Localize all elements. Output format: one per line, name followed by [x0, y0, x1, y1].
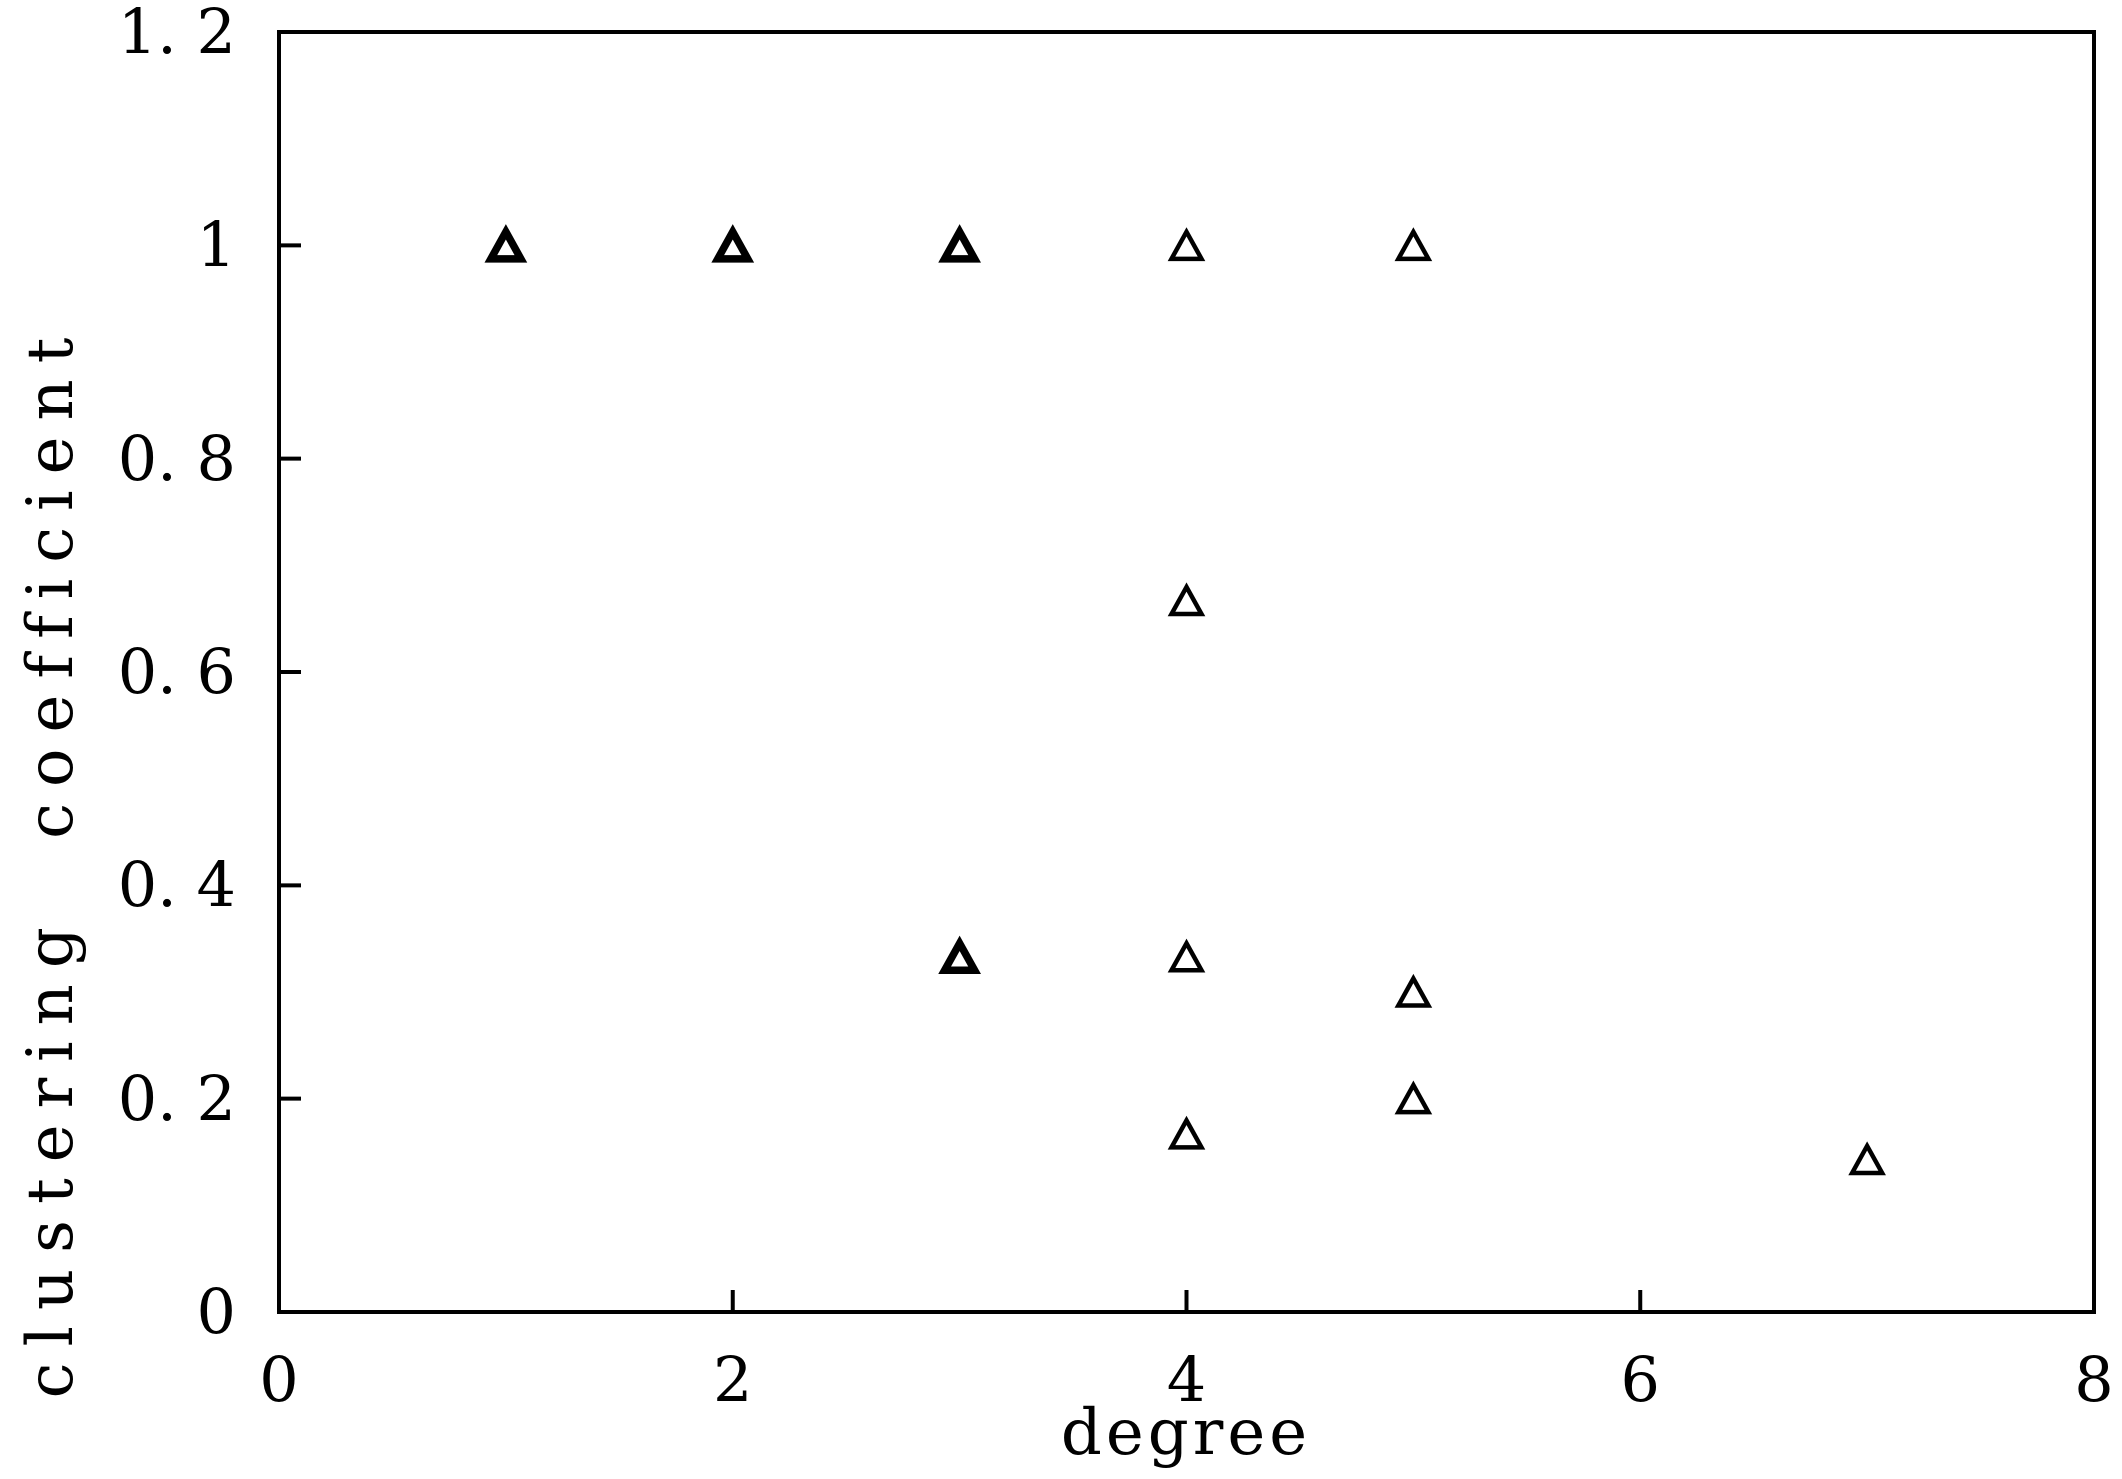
data-point-triangle	[1167, 1115, 1206, 1150]
data-point-triangle	[1167, 227, 1206, 262]
y-tick-label: 0. 2	[117, 1061, 236, 1135]
data-point-triangle	[1848, 1141, 1886, 1176]
x-tick-label: 2	[713, 1343, 753, 1416]
y-tick-label: 0	[196, 1275, 236, 1348]
x-tick-label: 4	[1166, 1343, 1207, 1416]
data-point-triangle	[938, 224, 981, 263]
y-tick-label: 1. 2	[117, 0, 236, 68]
y-tick-label: 1	[196, 208, 236, 282]
data-point-triangle	[1167, 582, 1206, 617]
data-point-triangle	[1394, 1080, 1433, 1115]
data-point-triangle	[1167, 938, 1206, 973]
x-tick-label: 0	[259, 1343, 299, 1416]
data-point-triangle	[1394, 227, 1433, 262]
data-point-triangle	[484, 224, 528, 263]
y-tick-label: 0. 4	[117, 848, 236, 922]
x-axis-title: degree	[1060, 1396, 1312, 1470]
data-point-triangle	[1394, 973, 1433, 1008]
y-tick-label: 0. 8	[117, 421, 236, 495]
x-tick-label: 6	[1620, 1343, 1660, 1416]
y-tick-label: 0. 6	[117, 635, 236, 708]
data-point-triangle	[711, 224, 755, 263]
x-tick-label: 8	[2074, 1343, 2114, 1416]
data-point-triangle	[938, 935, 981, 975]
